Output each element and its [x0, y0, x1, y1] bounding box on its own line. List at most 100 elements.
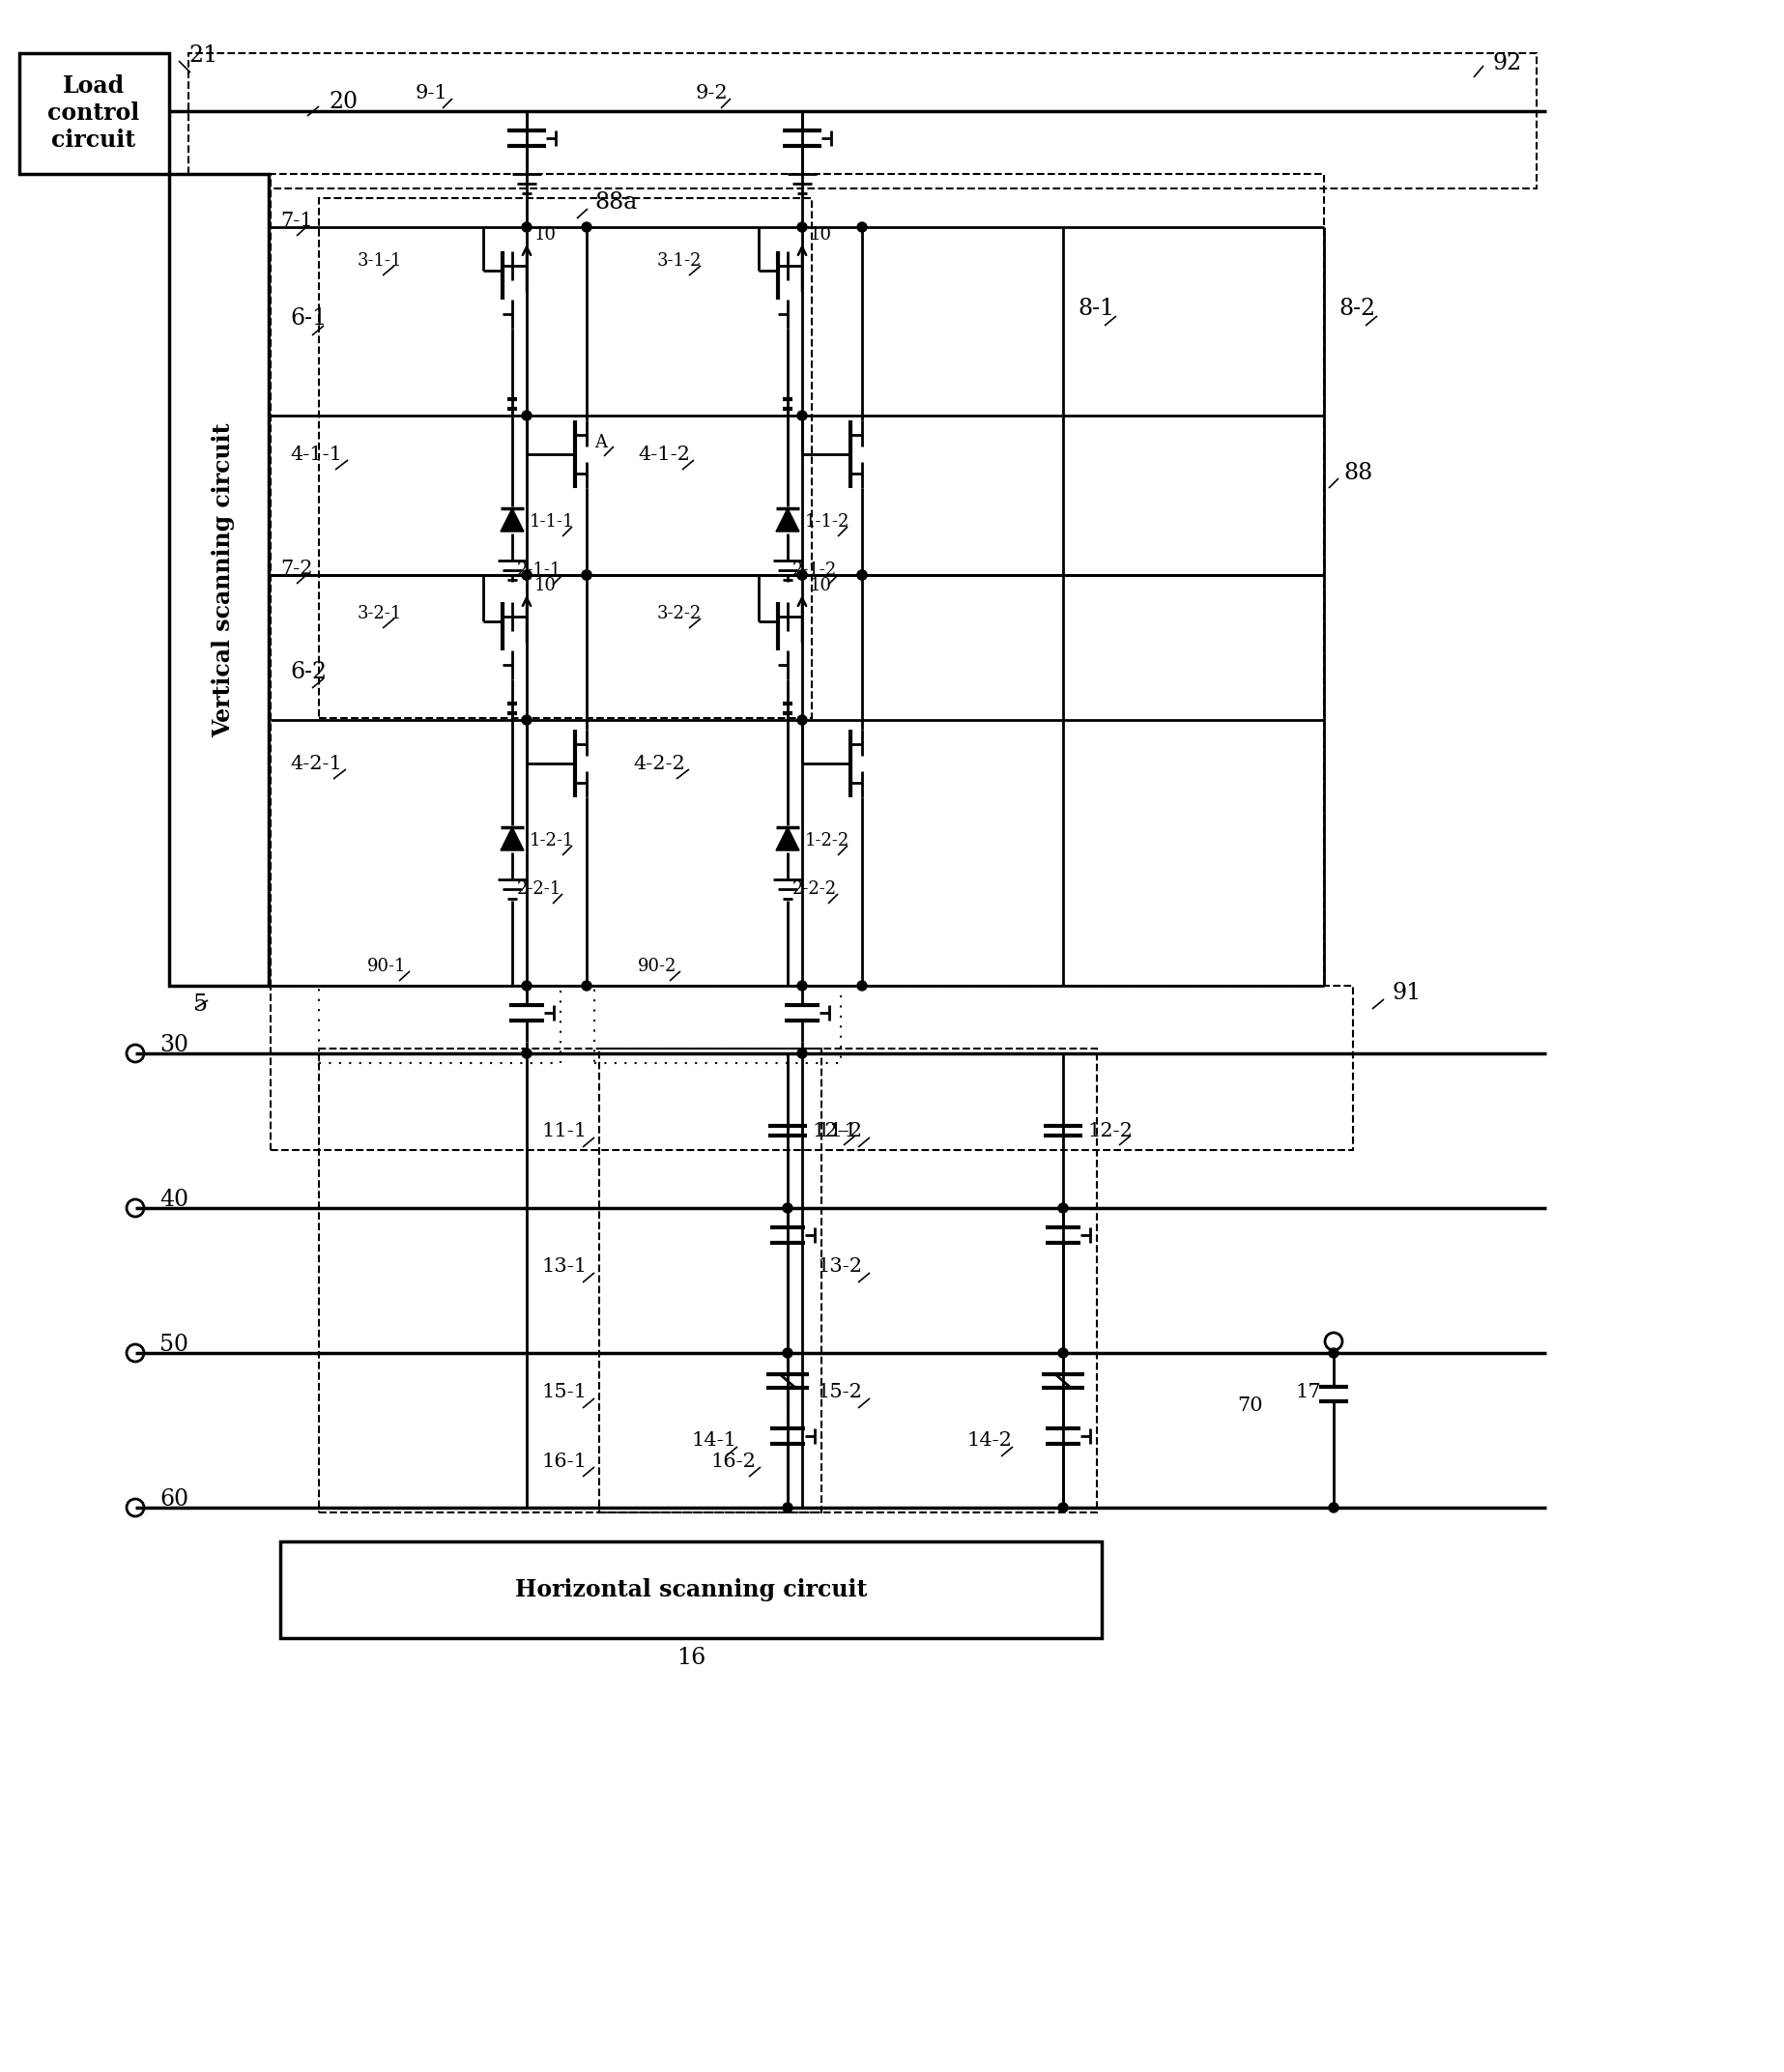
Text: 4-2-1: 4-2-1 — [291, 754, 343, 773]
Text: 2-1-2: 2-1-2 — [792, 562, 837, 578]
Text: 2-2-2: 2-2-2 — [792, 881, 837, 897]
Circle shape — [523, 410, 532, 421]
Text: 2-1-1: 2-1-1 — [517, 562, 562, 578]
Text: 12-2: 12-2 — [1086, 1121, 1133, 1140]
Text: 60: 60 — [159, 1490, 189, 1510]
Text: 15-1: 15-1 — [541, 1382, 587, 1401]
Circle shape — [856, 980, 867, 990]
Text: 1-1-1: 1-1-1 — [530, 514, 574, 530]
Text: 3-2-1: 3-2-1 — [357, 605, 403, 622]
Text: 8-1: 8-1 — [1078, 298, 1115, 321]
Text: 8-2: 8-2 — [1338, 298, 1375, 321]
Text: 15-2: 15-2 — [817, 1382, 862, 1401]
Text: 7-1: 7-1 — [280, 211, 312, 230]
Bar — [594, 986, 840, 1063]
Circle shape — [783, 1204, 792, 1212]
Text: 90-1: 90-1 — [368, 957, 407, 976]
Text: 11-1: 11-1 — [541, 1121, 587, 1140]
Circle shape — [523, 1048, 532, 1059]
Text: 16-2: 16-2 — [710, 1452, 756, 1471]
Bar — [319, 1048, 821, 1513]
Circle shape — [783, 1349, 792, 1357]
Circle shape — [856, 570, 867, 580]
Text: 88: 88 — [1343, 462, 1372, 485]
Bar — [189, 54, 1536, 189]
Text: 5: 5 — [193, 995, 207, 1015]
Bar — [20, 54, 169, 174]
Text: Vertical scanning circuit: Vertical scanning circuit — [212, 423, 235, 738]
Text: 13-1: 13-1 — [541, 1258, 587, 1274]
Circle shape — [1058, 1349, 1069, 1357]
Circle shape — [856, 222, 867, 232]
Circle shape — [797, 570, 806, 580]
Text: 16: 16 — [676, 1647, 706, 1668]
Circle shape — [582, 980, 592, 990]
Text: 14-1: 14-1 — [690, 1432, 737, 1448]
Text: 6-2: 6-2 — [291, 661, 326, 684]
Circle shape — [523, 222, 532, 232]
Bar — [319, 199, 812, 719]
Circle shape — [797, 1048, 806, 1059]
Text: 17: 17 — [1295, 1382, 1320, 1401]
Text: 12-1: 12-1 — [812, 1121, 856, 1140]
Text: 13-2: 13-2 — [817, 1258, 862, 1274]
Text: 10: 10 — [810, 576, 831, 595]
Text: 40: 40 — [159, 1189, 189, 1212]
Circle shape — [1058, 1204, 1069, 1212]
Circle shape — [856, 570, 867, 580]
Text: 4-2-2: 4-2-2 — [633, 754, 685, 773]
Text: 3-1-1: 3-1-1 — [357, 253, 403, 269]
Polygon shape — [776, 827, 799, 850]
Bar — [169, 174, 269, 986]
Circle shape — [1329, 1349, 1338, 1357]
Text: 10: 10 — [535, 226, 557, 244]
Bar — [599, 1048, 1097, 1513]
Text: Load
control
circuit: Load control circuit — [48, 75, 139, 151]
Text: 1-2-2: 1-2-2 — [805, 833, 849, 850]
Text: 9-2: 9-2 — [696, 83, 728, 102]
Text: 10: 10 — [535, 576, 557, 595]
Text: 2-2-1: 2-2-1 — [517, 881, 562, 897]
Circle shape — [523, 715, 532, 725]
Circle shape — [797, 980, 806, 990]
Text: 30: 30 — [159, 1034, 189, 1057]
Text: Horizontal scanning circuit: Horizontal scanning circuit — [516, 1579, 867, 1602]
Text: 70: 70 — [1236, 1397, 1263, 1415]
Text: 4-1-1: 4-1-1 — [291, 445, 343, 464]
Text: 1-2-1: 1-2-1 — [530, 833, 574, 850]
Text: 3-1-2: 3-1-2 — [657, 253, 701, 269]
Text: 14-2: 14-2 — [967, 1432, 1012, 1448]
Circle shape — [582, 570, 592, 580]
Text: 4-1-2: 4-1-2 — [639, 445, 690, 464]
Text: A: A — [594, 433, 607, 452]
Text: 1-1-2: 1-1-2 — [805, 514, 849, 530]
Circle shape — [1329, 1502, 1338, 1513]
Circle shape — [797, 410, 806, 421]
Circle shape — [797, 222, 806, 232]
Text: 9-1: 9-1 — [416, 83, 448, 102]
Circle shape — [797, 715, 806, 725]
Text: 7-2: 7-2 — [280, 559, 312, 578]
Text: 20: 20 — [328, 91, 359, 112]
Text: 11-2: 11-2 — [817, 1121, 862, 1140]
Circle shape — [1058, 1502, 1069, 1513]
Polygon shape — [776, 508, 799, 533]
Text: 6-1: 6-1 — [291, 309, 326, 329]
Text: 91: 91 — [1392, 982, 1420, 1005]
Text: 50: 50 — [159, 1334, 189, 1357]
Circle shape — [783, 1502, 792, 1513]
Circle shape — [523, 570, 532, 580]
Text: 16-1: 16-1 — [541, 1452, 587, 1471]
Text: 21: 21 — [189, 46, 218, 66]
Polygon shape — [501, 827, 524, 850]
Bar — [280, 1542, 1103, 1639]
Circle shape — [582, 222, 592, 232]
Circle shape — [797, 570, 806, 580]
Circle shape — [523, 980, 532, 990]
Text: 90-2: 90-2 — [639, 957, 676, 976]
Text: 92: 92 — [1493, 52, 1522, 75]
Bar — [319, 986, 560, 1063]
Text: 10: 10 — [810, 226, 831, 244]
Bar — [271, 986, 1352, 1150]
Bar — [271, 174, 1324, 986]
